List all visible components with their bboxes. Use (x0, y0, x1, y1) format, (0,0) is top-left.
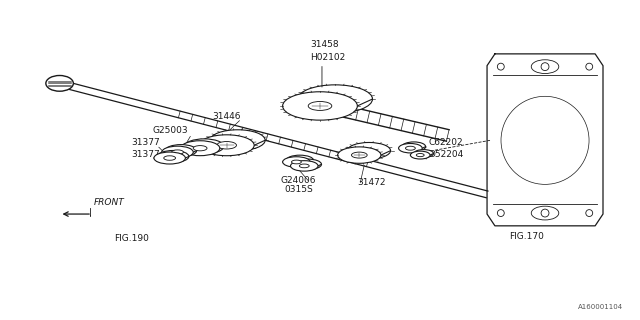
Ellipse shape (541, 209, 549, 217)
Text: G24006: G24006 (281, 176, 316, 185)
Ellipse shape (217, 141, 236, 149)
Ellipse shape (298, 85, 372, 113)
Ellipse shape (283, 92, 357, 120)
Text: 31472: 31472 (357, 178, 386, 187)
Ellipse shape (410, 151, 430, 159)
Ellipse shape (531, 60, 559, 74)
Text: D52204: D52204 (428, 150, 463, 159)
Text: H02102: H02102 (310, 53, 346, 62)
Ellipse shape (497, 63, 504, 70)
Ellipse shape (501, 96, 589, 184)
Ellipse shape (193, 146, 207, 151)
Ellipse shape (162, 146, 193, 158)
Ellipse shape (497, 210, 504, 217)
Text: 31458: 31458 (310, 40, 339, 49)
Ellipse shape (286, 155, 314, 166)
Ellipse shape (300, 164, 309, 168)
Ellipse shape (338, 147, 381, 163)
Ellipse shape (399, 143, 422, 153)
Text: A160001104: A160001104 (577, 304, 623, 310)
Ellipse shape (586, 210, 593, 217)
Ellipse shape (199, 135, 254, 156)
Ellipse shape (348, 142, 390, 159)
Ellipse shape (291, 161, 318, 171)
Text: FIG.170: FIG.170 (509, 232, 544, 241)
Text: 0315S: 0315S (285, 185, 314, 195)
Ellipse shape (157, 150, 189, 163)
Ellipse shape (586, 63, 593, 70)
Ellipse shape (402, 142, 426, 151)
Text: FRONT: FRONT (94, 198, 125, 207)
Polygon shape (487, 54, 603, 226)
Ellipse shape (180, 141, 220, 156)
Text: 31377: 31377 (131, 150, 160, 159)
Ellipse shape (172, 150, 184, 154)
Ellipse shape (351, 152, 367, 158)
Ellipse shape (154, 152, 186, 164)
Ellipse shape (406, 146, 415, 150)
Ellipse shape (291, 160, 301, 164)
Ellipse shape (165, 145, 196, 156)
Ellipse shape (308, 101, 332, 110)
Ellipse shape (46, 76, 74, 91)
Ellipse shape (416, 154, 424, 157)
Ellipse shape (283, 157, 310, 167)
Ellipse shape (210, 130, 265, 151)
Ellipse shape (541, 63, 549, 71)
Text: C62202: C62202 (428, 138, 463, 147)
Text: FIG.190: FIG.190 (114, 234, 148, 243)
Text: 31446: 31446 (212, 112, 241, 121)
Ellipse shape (513, 109, 577, 172)
Ellipse shape (531, 206, 559, 220)
Text: G25003: G25003 (153, 126, 189, 135)
Ellipse shape (294, 159, 321, 170)
Ellipse shape (164, 156, 175, 160)
Ellipse shape (414, 149, 433, 157)
Text: 31377: 31377 (131, 138, 160, 147)
Ellipse shape (184, 139, 224, 154)
